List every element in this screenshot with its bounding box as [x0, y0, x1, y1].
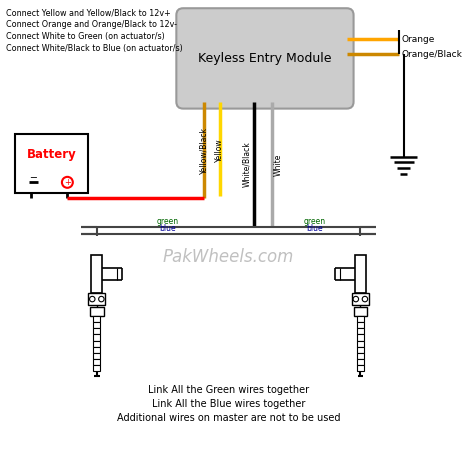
Circle shape [362, 297, 368, 302]
Text: Link All the Green wires together
Link All the Blue wires together
Additional wi: Link All the Green wires together Link A… [117, 385, 340, 423]
Bar [354, 307, 367, 316]
Bar [357, 328, 364, 335]
Bar [93, 353, 100, 359]
Circle shape [90, 297, 95, 302]
Text: blue: blue [159, 224, 175, 233]
Text: Orange/Black: Orange/Black [401, 50, 462, 59]
Bar [93, 335, 100, 341]
Bar [93, 328, 100, 335]
Bar [352, 293, 369, 305]
Text: green: green [304, 217, 326, 226]
Text: White/Black: White/Black [242, 142, 251, 187]
Bar [355, 255, 366, 293]
Text: blue: blue [307, 224, 323, 233]
Bar [88, 293, 105, 305]
Bar [93, 316, 100, 322]
Circle shape [62, 177, 73, 188]
Circle shape [353, 297, 358, 302]
Bar [357, 353, 364, 359]
Bar [357, 365, 364, 371]
Text: Connect Yellow and Yellow/Black to 12v+
Connect Orange and Orange/Black to 12v-
: Connect Yellow and Yellow/Black to 12v+ … [6, 8, 182, 53]
Circle shape [99, 297, 104, 302]
Bar [93, 322, 100, 328]
Text: Keyless Entry Module: Keyless Entry Module [198, 52, 332, 65]
Bar [90, 307, 104, 316]
Bar [93, 341, 100, 347]
Bar [91, 255, 102, 293]
Text: Battery: Battery [27, 148, 76, 161]
Bar [93, 347, 100, 353]
Bar [357, 335, 364, 341]
Bar [15, 134, 88, 193]
Text: ─: ─ [30, 173, 36, 183]
Bar [357, 341, 364, 347]
Text: Yellow/Black: Yellow/Black [199, 127, 208, 174]
Bar [93, 359, 100, 365]
Text: Orange: Orange [401, 35, 435, 44]
Bar [357, 316, 364, 322]
Text: green: green [156, 217, 178, 226]
Bar [357, 322, 364, 328]
Bar [93, 365, 100, 371]
FancyBboxPatch shape [176, 8, 354, 109]
Text: White: White [274, 153, 283, 176]
Bar [357, 359, 364, 365]
Text: PakWheels.com: PakWheels.com [163, 248, 294, 266]
Text: +: + [64, 178, 71, 187]
Bar [357, 347, 364, 353]
Text: Yellow: Yellow [215, 138, 224, 162]
